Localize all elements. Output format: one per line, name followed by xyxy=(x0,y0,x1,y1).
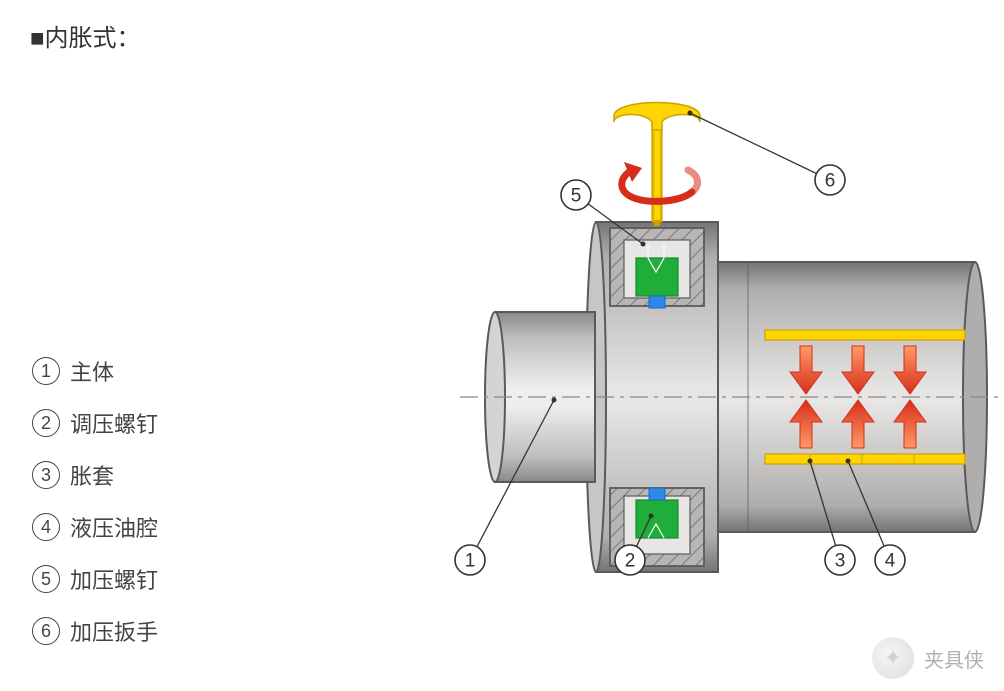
legend-item: 1 主体 xyxy=(32,355,158,387)
legend-label: 加压螺钉 xyxy=(70,563,158,595)
legend-item: 5 加压螺钉 xyxy=(32,563,158,595)
legend-num: 4 xyxy=(32,513,60,541)
legend-num: 1 xyxy=(32,357,60,385)
svg-text:3: 3 xyxy=(835,551,846,572)
legend-item: 2 调压螺钉 xyxy=(32,407,158,439)
legend-num: 3 xyxy=(32,461,60,489)
svg-text:2: 2 xyxy=(625,551,636,572)
legend-num: 2 xyxy=(32,409,60,437)
legend-item: 4 液压油腔 xyxy=(32,511,158,543)
flange-cutaway-top xyxy=(610,228,704,308)
watermark-text: 夹具侠 xyxy=(924,644,984,673)
legend-label: 液压油腔 xyxy=(70,511,158,543)
svg-text:4: 4 xyxy=(885,551,896,572)
svg-text:1: 1 xyxy=(465,551,476,572)
svg-text:6: 6 xyxy=(825,171,836,192)
legend-item: 3 胀套 xyxy=(32,459,158,491)
legend-num: 6 xyxy=(32,617,60,645)
watermark: ✦ 夹具侠 xyxy=(872,637,984,679)
legend-num: 5 xyxy=(32,565,60,593)
wechat-icon: ✦ xyxy=(872,637,914,679)
legend: 1 主体 2 调压螺钉 3 胀套 4 液压油腔 5 加压螺钉 6 加压扳手 xyxy=(32,355,158,667)
legend-label: 胀套 xyxy=(70,459,114,491)
legend-label: 主体 xyxy=(70,355,114,387)
legend-label: 调压螺钉 xyxy=(70,407,158,439)
main-diagram: 1 2 3 4 5 6 xyxy=(430,90,1000,650)
page-title: ■内胀式： xyxy=(30,18,141,53)
legend-label: 加压扳手 xyxy=(70,615,158,647)
svg-text:5: 5 xyxy=(571,186,582,207)
legend-item: 6 加压扳手 xyxy=(32,615,158,647)
